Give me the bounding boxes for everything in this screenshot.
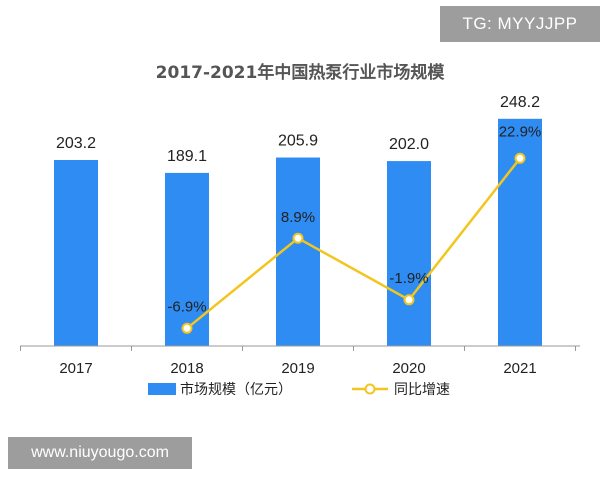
legend-bar-label: 市场规模（亿元） — [180, 381, 292, 398]
legend-line-marker — [364, 383, 376, 395]
growth-label-2021: 22.9% — [499, 123, 542, 140]
bar-value-label-2020: 202.0 — [389, 136, 429, 153]
growth-label-2018: -6.9% — [167, 298, 206, 315]
growth-line-series: -6.9% 8.9% -1.9% 22.9% — [167, 123, 542, 334]
x-tick-label-2018: 2018 — [170, 360, 203, 377]
bar-value-label-2018: 189.1 — [167, 148, 207, 165]
bar-series — [54, 118, 542, 346]
growth-point-2021 — [514, 152, 526, 164]
legend-line-label: 同比增速 — [394, 382, 450, 398]
x-tick-label-2017: 2017 — [59, 360, 92, 377]
bar-2020 — [387, 161, 431, 346]
chart-title: 2017-2021年中国热泵行业市场规模 — [156, 62, 446, 83]
bar-2018 — [165, 172, 209, 346]
growth-point-2019 — [292, 232, 304, 244]
growth-label-2019: 8.9% — [281, 209, 315, 226]
growth-label-2020: -1.9% — [389, 270, 428, 287]
legend: 市场规模（亿元） 同比增速 — [148, 381, 450, 398]
bar-value-labels: 203.2 189.1 205.9 202.0 248.2 — [56, 94, 540, 165]
x-tick-label-2020: 2020 — [392, 360, 425, 377]
bar-2017 — [54, 159, 98, 346]
bar-2019 — [276, 157, 320, 346]
bar-value-label-2017: 203.2 — [56, 135, 96, 152]
bar-value-label-2021: 248.2 — [500, 94, 540, 111]
watermark-website: www.niuyougo.com — [8, 437, 192, 469]
watermark-tg: TG: MYYJJPP — [440, 6, 600, 42]
bar-value-label-2019: 205.9 — [278, 133, 318, 150]
growth-point-2020 — [403, 294, 415, 306]
growth-line — [186, 157, 521, 330]
growth-point-2018 — [181, 322, 193, 334]
x-axis-ticks: 2017 2018 2019 2020 2021 — [20, 346, 576, 377]
x-tick-label-2021: 2021 — [503, 360, 536, 377]
x-tick-label-2019: 2019 — [281, 360, 314, 377]
legend-bar-swatch — [148, 383, 176, 395]
